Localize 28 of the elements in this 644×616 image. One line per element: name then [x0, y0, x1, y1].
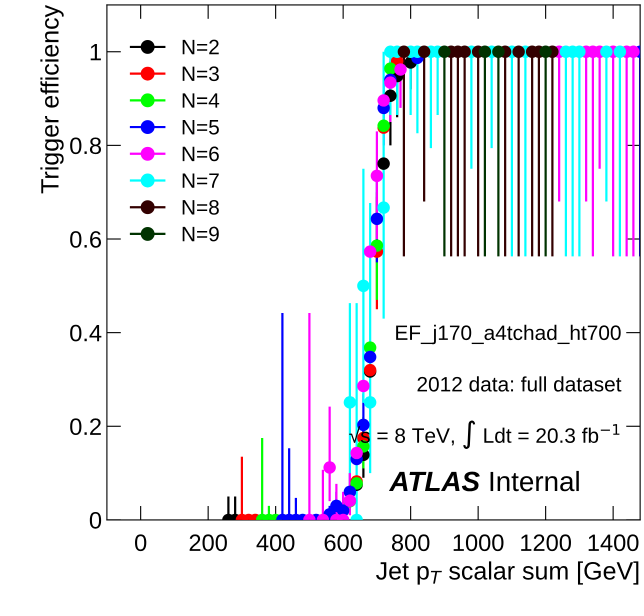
x-tick-label: 400: [256, 534, 294, 552]
legend-label: N=2: [182, 40, 219, 54]
annotation: √s = 8 TeV, ∫ Ldt = 20.3 fb$^{−1}$: [349, 420, 620, 450]
y-tick-label: 0.4: [70, 324, 102, 342]
legend-label: N=7: [182, 173, 219, 188]
annotation: 2012 data: full dataset: [418, 376, 622, 392]
x-tick-label: 1000: [454, 534, 504, 552]
x-axis-title: Jet p$_{T}$ scalar sum [GeV]: [376, 561, 638, 585]
x-tick-label: 200: [190, 534, 227, 552]
y-tick-label: 0.8: [70, 137, 102, 154]
legend-label: N=8: [182, 200, 219, 215]
y-axis-title: Trigger efficiency: [40, 4, 64, 194]
x-tick-label: 1200: [521, 534, 571, 552]
x-tick-label: 1400: [588, 534, 638, 552]
legend-label: N=6: [182, 146, 219, 162]
y-tick-label: 1: [90, 44, 101, 60]
legend-label: N=9: [182, 226, 219, 242]
annotation: EF_j170_a4tchad_ht700: [396, 324, 621, 344]
legend-label: N=3: [182, 66, 219, 82]
x-tick-label: 800: [392, 534, 430, 552]
y-tick-label: 0: [90, 512, 102, 529]
x-tick-label: 0: [135, 534, 146, 552]
y-tick-label: 0.2: [70, 418, 101, 436]
annotation: ATLAS Internal: [388, 470, 579, 492]
x-tick-label: 600: [324, 534, 362, 552]
y-tick-label: 0.6: [70, 231, 102, 248]
legend-label: N=5: [182, 120, 219, 135]
legend-label: N=4: [182, 93, 220, 108]
